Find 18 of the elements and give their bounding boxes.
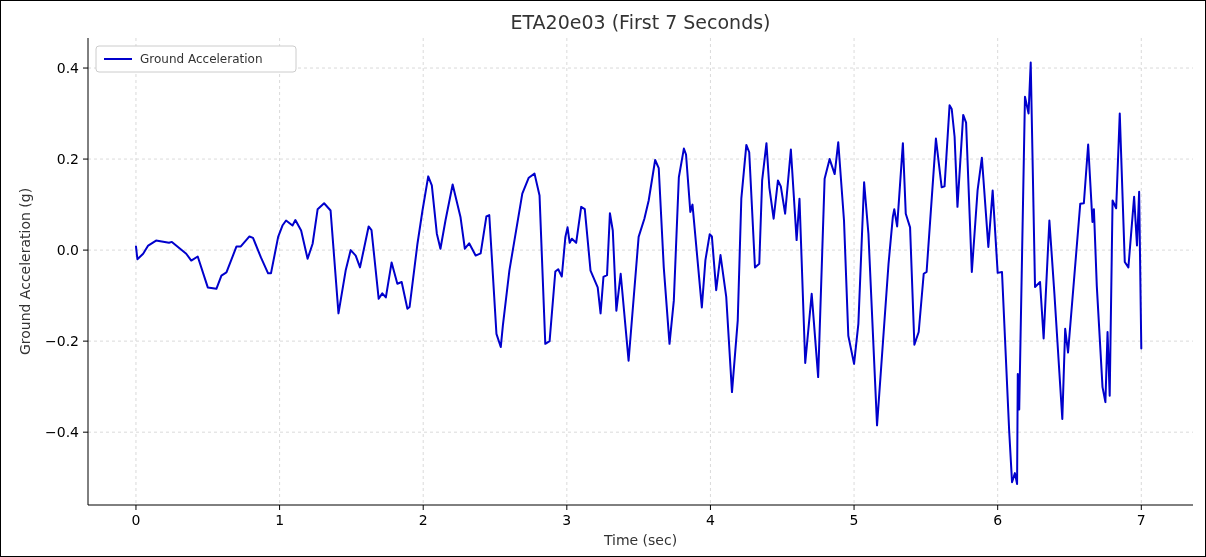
x-tick-label: 1: [275, 512, 285, 528]
y-tick-label: −0.2: [45, 333, 79, 350]
y-tick-label: 0.2: [56, 150, 79, 167]
x-tick-label: 7: [1136, 512, 1146, 528]
x-tick-label: 2: [418, 512, 428, 528]
chart-title: ETA20e03 (First 7 Seconds): [510, 11, 771, 33]
x-tick-label: 0: [131, 512, 141, 528]
x-tick-label: 3: [562, 512, 572, 528]
line-series: [134, 61, 1143, 486]
x-tick-label: 5: [849, 512, 859, 528]
x-tick-label: 6: [993, 512, 1003, 528]
x-tick-label: 4: [705, 512, 715, 528]
y-tick-label: −0.4: [45, 424, 80, 441]
y-tick-label: 0.0: [56, 242, 79, 259]
y-axis-title: Ground Acceleration (g): [17, 187, 33, 356]
x-axis-title: Time (sec): [602, 532, 678, 548]
legend-label: Ground Acceleration: [140, 52, 263, 67]
y-tick-label: 0.4: [56, 59, 80, 76]
